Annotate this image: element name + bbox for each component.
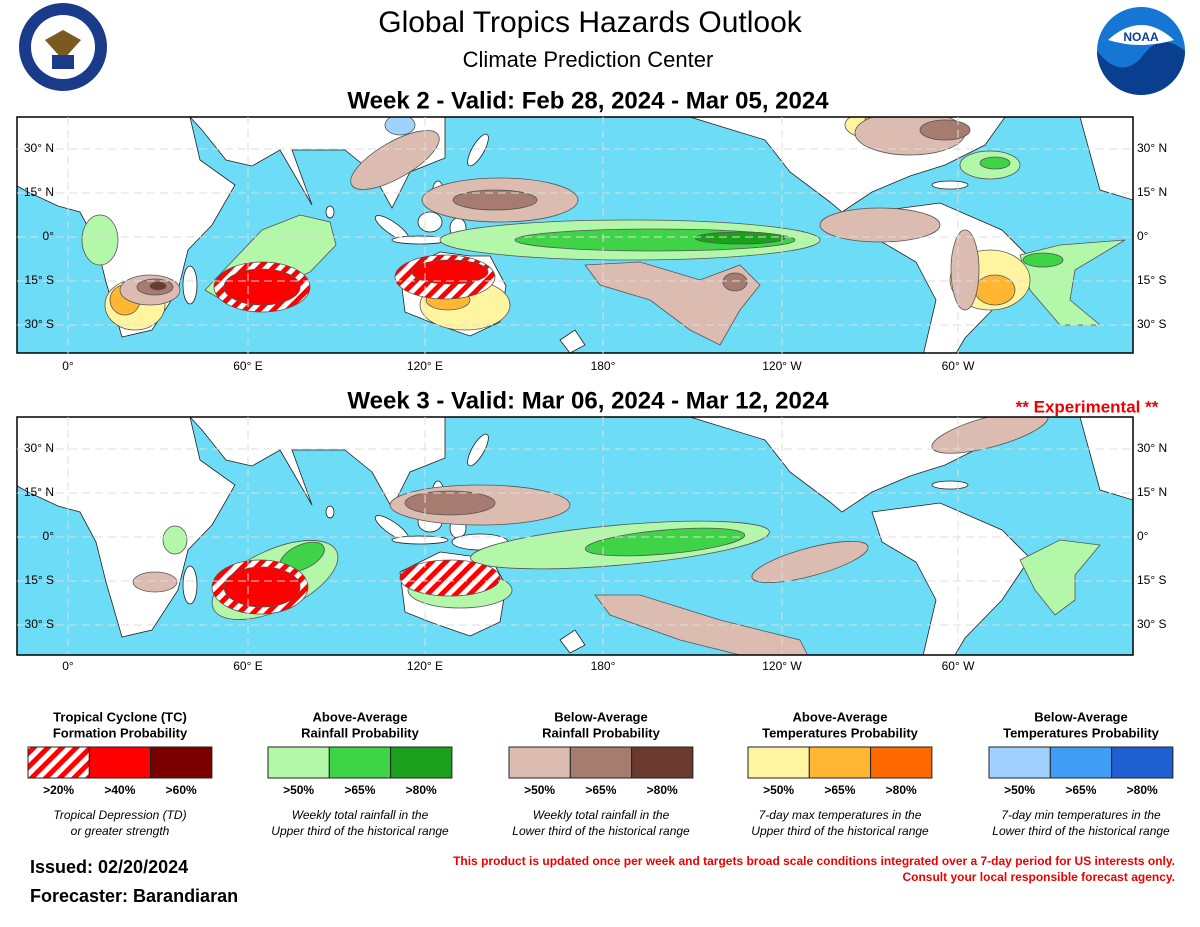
legend-caption: 7-day min temperatures in the [1001, 808, 1161, 822]
legend-title: Above-Average [313, 709, 408, 724]
legend-caption: or greater strength [71, 824, 170, 838]
legend-swatch [747, 746, 810, 779]
legend-swatch [988, 746, 1051, 779]
lat-label: 15° N [1137, 185, 1167, 199]
lon-label: 0° [62, 359, 74, 373]
lat-label: 30° S [1137, 617, 1166, 631]
map-heading: Week 2 - Valid: Feb 28, 2024 - Mar 05, 2… [347, 87, 829, 114]
legend-swatch [808, 746, 872, 779]
legend-title: Above-Average [793, 709, 888, 724]
legend-swatch [569, 746, 633, 779]
legend-caption: Weekly total rainfall in the [533, 808, 670, 822]
lat-label: 0° [1137, 529, 1149, 543]
lon-label: 180° [591, 659, 616, 673]
legend-swatch [27, 746, 90, 779]
legend-swatch [88, 746, 152, 779]
legend-title: Below-Average [554, 709, 647, 724]
legend-title: Rainfall Probability [301, 725, 420, 740]
lat-label: 30° N [24, 441, 54, 455]
legend-level: >50% [1004, 783, 1035, 797]
lon-label: 120° E [407, 359, 443, 373]
commerce-seal [19, 3, 107, 91]
legend-level: >65% [824, 783, 855, 797]
legend-level: >80% [647, 783, 678, 797]
legend-title: Rainfall Probability [542, 725, 661, 740]
legend-level: >65% [585, 783, 616, 797]
lat-label: 30° N [1137, 441, 1167, 455]
legend-level: >80% [886, 783, 917, 797]
legend-caption: Lower third of the historical range [992, 824, 1170, 838]
noaa-text: NOAA [1123, 30, 1159, 44]
lat-label: 0° [1137, 229, 1149, 243]
legend-caption: Weekly total rainfall in the [292, 808, 429, 822]
legend-caption: Upper third of the historical range [271, 824, 449, 838]
disclaimer: This product is updated once per week an… [453, 854, 1175, 868]
legend-caption: Tropical Depression (TD) [53, 808, 186, 822]
lon-label: 120° W [762, 659, 802, 673]
legend-swatch [1111, 746, 1174, 779]
disclaimer: Consult your local responsible forecast … [902, 870, 1175, 884]
legend-level: >80% [406, 783, 437, 797]
noaa-logo: NOAA [1097, 7, 1185, 95]
legend-swatch [267, 746, 330, 779]
legend-title: Tropical Cyclone (TC) [53, 709, 187, 724]
legend-level: >20% [43, 783, 74, 797]
map-week3 [17, 417, 1133, 655]
legend-level: >65% [344, 783, 375, 797]
legend-level: >40% [104, 783, 135, 797]
lat-label: 0° [43, 529, 55, 543]
legend-swatch [1049, 746, 1113, 779]
lat-label: 30° N [1137, 141, 1167, 155]
lat-label: 15° S [25, 273, 54, 287]
lon-label: 60° W [942, 659, 975, 673]
legend-level: >50% [524, 783, 555, 797]
issued: Issued: 02/20/2024 [30, 857, 188, 877]
legend-swatch [390, 746, 453, 779]
lon-label: 60° W [942, 359, 975, 373]
lat-label: 0° [43, 229, 55, 243]
lat-label: 30° S [1137, 317, 1166, 331]
map-heading: Week 3 - Valid: Mar 06, 2024 - Mar 12, 2… [347, 387, 829, 414]
title: Global Tropics Hazards Outlook [378, 6, 803, 39]
legend-title: Below-Average [1034, 709, 1127, 724]
legend-caption: 7-day max temperatures in the [759, 808, 922, 822]
legend-title: Formation Probability [53, 725, 188, 740]
lon-label: 120° W [762, 359, 802, 373]
lat-label: 30° S [25, 617, 54, 631]
lat-label: 30° S [25, 317, 54, 331]
legend-swatch [631, 746, 694, 779]
lon-label: 60° E [233, 359, 262, 373]
lat-label: 15° N [24, 185, 54, 199]
legend-title: Temperatures Probability [762, 725, 919, 740]
legend-level: >50% [763, 783, 794, 797]
legend-level: >65% [1065, 783, 1096, 797]
legend-swatch [328, 746, 392, 779]
legend-swatch [150, 746, 213, 779]
legend-level: >60% [166, 783, 197, 797]
legend-level: >80% [1127, 783, 1158, 797]
legend-swatch [870, 746, 933, 779]
legend-caption: Lower third of the historical range [512, 824, 690, 838]
lat-label: 15° N [1137, 485, 1167, 499]
lon-label: 60° E [233, 659, 262, 673]
lat-label: 15° S [1137, 273, 1166, 287]
lat-label: 15° S [1137, 573, 1166, 587]
legend-title: Temperatures Probability [1003, 725, 1160, 740]
subtitle: Climate Prediction Center [463, 47, 714, 72]
experimental-note: ** Experimental ** [1016, 397, 1159, 416]
lat-label: 15° N [24, 485, 54, 499]
lon-label: 180° [591, 359, 616, 373]
legend-swatch [508, 746, 571, 779]
lon-label: 120° E [407, 659, 443, 673]
forecaster: Forecaster: Barandiaran [30, 886, 238, 906]
legend-level: >50% [283, 783, 314, 797]
legend-caption: Upper third of the historical range [751, 824, 929, 838]
lat-label: 30° N [24, 141, 54, 155]
lon-label: 0° [62, 659, 74, 673]
map-week2 [17, 117, 1133, 353]
lat-label: 15° S [25, 573, 54, 587]
